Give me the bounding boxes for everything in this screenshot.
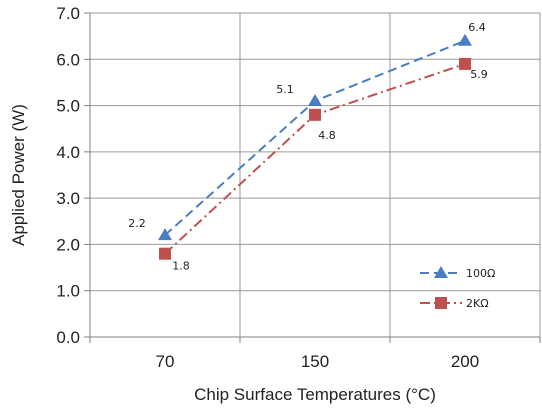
y-tick-label: 5.0 bbox=[56, 97, 80, 116]
data-point bbox=[308, 93, 322, 106]
data-label: 4.8 bbox=[318, 129, 336, 142]
series-line bbox=[164, 62, 466, 255]
legend: 100Ω 2KΩ bbox=[420, 266, 495, 310]
data-label: 5.1 bbox=[276, 83, 294, 96]
y-tick-label: 2.0 bbox=[56, 235, 80, 254]
y-tick-label: 3.0 bbox=[56, 189, 80, 208]
data-point bbox=[459, 57, 471, 70]
data-label: 6.4 bbox=[468, 21, 486, 34]
y-tick-label: 4.0 bbox=[56, 143, 80, 162]
y-tick-label: 6.0 bbox=[56, 50, 80, 69]
data-label: 2.2 bbox=[128, 217, 146, 230]
data-label: 1.8 bbox=[172, 260, 190, 273]
series bbox=[158, 33, 472, 260]
legend-label: 100Ω bbox=[466, 267, 495, 280]
legend-marker bbox=[435, 297, 447, 309]
x-tick-label: 150 bbox=[301, 352, 329, 371]
data-labels: 2.2 5.1 6.4 1.8 4.8 5.9 bbox=[128, 21, 488, 273]
legend-label: 2KΩ bbox=[466, 297, 489, 310]
legend-marker bbox=[434, 266, 448, 278]
data-label: 5.9 bbox=[470, 68, 488, 81]
data-point bbox=[159, 247, 171, 260]
x-tick-label: 200 bbox=[451, 352, 479, 371]
data-point bbox=[309, 108, 321, 121]
y-axis-title: Applied Power (W) bbox=[9, 104, 28, 246]
data-point bbox=[458, 33, 472, 46]
y-tick-label: 7.0 bbox=[56, 4, 80, 23]
x-tick-label: 70 bbox=[156, 352, 175, 371]
data-point bbox=[158, 228, 172, 241]
series-line bbox=[164, 39, 466, 236]
x-axis-title: Chip Surface Temperatures (°C) bbox=[194, 385, 436, 404]
y-tick-label: 0.0 bbox=[56, 328, 80, 347]
axes: 0.0 1.0 2.0 3.0 4.0 5.0 6.0 7.0 70 150 200 bbox=[56, 4, 541, 371]
grid bbox=[90, 12, 541, 337]
y-tick-label: 1.0 bbox=[56, 282, 80, 301]
